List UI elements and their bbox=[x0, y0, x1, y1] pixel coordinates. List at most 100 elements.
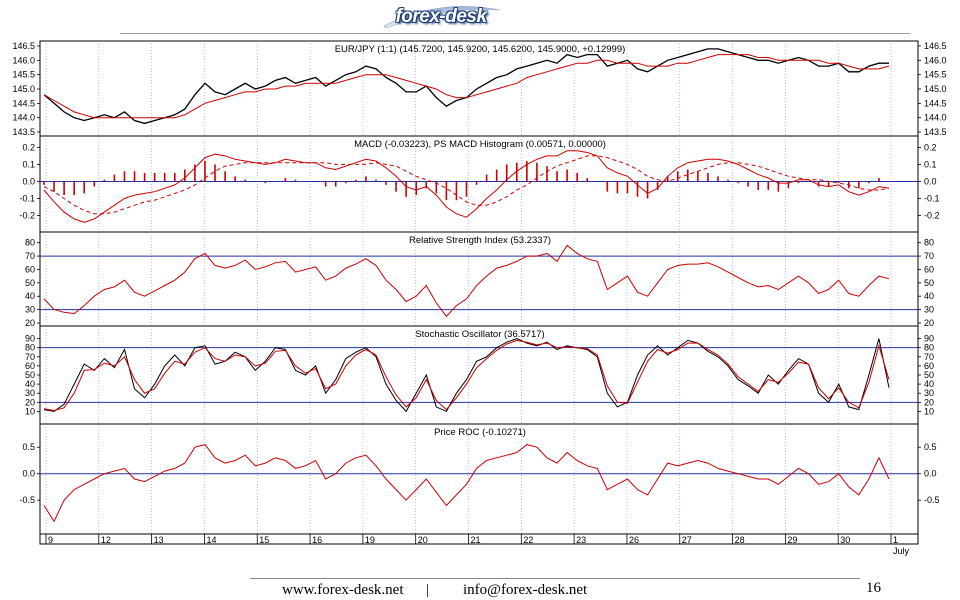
y-tick-label-left: 70 bbox=[25, 251, 35, 261]
header-divider bbox=[120, 33, 910, 34]
y-tick-label-right: -0.2 bbox=[924, 210, 940, 220]
series-line-2 bbox=[43, 339, 890, 412]
panel-5: 0.5 0.5 0.0 0.0 -0.5 -0.5 Price ROC (-0.10271) bbox=[19, 423, 940, 535]
y-tick-label-right: 145.5 bbox=[924, 70, 947, 80]
y-tick-label-right: 80 bbox=[924, 238, 934, 248]
x-axis-frame bbox=[39, 533, 919, 545]
y-tick-label-right: 146.5 bbox=[924, 41, 947, 51]
y-tick-label-right: 30 bbox=[924, 305, 934, 315]
y-tick-label-left: 80 bbox=[25, 343, 35, 353]
panel-title: Stochastic Oscillator (36.5717) bbox=[415, 329, 544, 340]
y-tick-label-right: -0.5 bbox=[924, 495, 940, 505]
series-line-2 bbox=[43, 155, 890, 215]
x-tick-label: 29 bbox=[787, 535, 797, 545]
y-tick-label-left: 30 bbox=[25, 305, 35, 315]
y-tick-label-right: 0.0 bbox=[924, 469, 937, 479]
page-number: 16 bbox=[866, 580, 881, 596]
panel-1: 146.5 146.5 146.0 146.0 145.5 145.5 145.0 145.0… bbox=[12, 40, 947, 137]
y-tick-label-left: 145.0 bbox=[12, 84, 35, 94]
y-tick-label-right: 60 bbox=[924, 264, 934, 274]
y-tick-label-right: 146.0 bbox=[924, 55, 947, 65]
series-line-1 bbox=[43, 338, 890, 413]
panel-frame bbox=[39, 423, 919, 535]
x-tick-label: 28 bbox=[735, 535, 745, 545]
x-tick-label: 21 bbox=[471, 535, 481, 545]
x-tick-label: 22 bbox=[523, 535, 533, 545]
y-tick-label-right: 145.0 bbox=[924, 84, 947, 94]
x-tick-label: 20 bbox=[418, 535, 428, 545]
y-tick-label-left: 10 bbox=[25, 406, 35, 416]
y-tick-label-left: 60 bbox=[25, 264, 35, 274]
x-tick-label: 12 bbox=[101, 535, 111, 545]
footer-email-link[interactable]: info@forex-desk.net bbox=[463, 582, 588, 598]
panel-title: MACD (-0.03223), PS MACD Histogram (0.00… bbox=[354, 139, 606, 150]
series-line-1 bbox=[43, 444, 890, 523]
logo-swoosh-icon bbox=[383, 6, 501, 29]
y-tick-label-left: -0.2 bbox=[19, 210, 35, 220]
panel-2: 0.2 0.2 0.1 0.1 0.0 0.0 -0.1 -0.1 -0.2 -0.2 MACD (… bbox=[19, 135, 940, 233]
y-tick-label-right: 50 bbox=[924, 278, 934, 288]
y-tick-label-right: 144.0 bbox=[924, 113, 947, 123]
y-tick-label-right: 143.5 bbox=[924, 127, 947, 137]
x-tick-label: 23 bbox=[576, 535, 586, 545]
y-tick-label-left: 30 bbox=[25, 388, 35, 398]
y-tick-label-left: 0.2 bbox=[22, 142, 35, 152]
y-tick-label-left: 0.0 bbox=[22, 176, 35, 186]
panel-title: Relative Strength Index (53.2337) bbox=[409, 235, 551, 246]
y-tick-label-right: 0.0 bbox=[924, 176, 937, 186]
x-tick-label: 16 bbox=[312, 535, 322, 545]
y-tick-label-right: 40 bbox=[924, 379, 934, 389]
y-tick-label-left: 146.0 bbox=[12, 55, 35, 65]
panel-frame bbox=[39, 231, 919, 327]
y-tick-label-left: 40 bbox=[25, 291, 35, 301]
y-tick-label-right: 20 bbox=[924, 318, 934, 328]
header: forex-desk bbox=[0, 0, 960, 36]
y-tick-label-right: 0.1 bbox=[924, 159, 937, 169]
forex-desk-logo[interactable]: forex-desk bbox=[378, 4, 504, 30]
technical-chart: 146.5 146.5 146.0 146.0 145.5 145.5 145.0 145.0… bbox=[12, 40, 947, 556]
y-tick-label-right: 0.2 bbox=[924, 142, 937, 152]
y-tick-label-right: 0.5 bbox=[924, 442, 937, 452]
logo-text: forex-desk bbox=[395, 6, 487, 27]
y-tick-label-left: 0.5 bbox=[22, 442, 35, 452]
y-tick-label-left: 20 bbox=[25, 318, 35, 328]
y-tick-label-right: 50 bbox=[924, 370, 934, 380]
x-tick-label: 30 bbox=[840, 535, 850, 545]
footer-divider bbox=[250, 578, 860, 579]
x-tick-label: 14 bbox=[206, 535, 216, 545]
x-tick-label: 19 bbox=[365, 535, 375, 545]
x-tick-label: 15 bbox=[259, 535, 269, 545]
y-tick-label-right: 144.5 bbox=[924, 98, 947, 108]
y-tick-label-right: 30 bbox=[924, 388, 934, 398]
series-line-1 bbox=[43, 244, 890, 318]
y-tick-label-left: 80 bbox=[25, 238, 35, 248]
y-tick-label-left: 146.5 bbox=[12, 41, 35, 51]
y-tick-label-left: 144.0 bbox=[12, 113, 35, 123]
panel-title: Price ROC (-0.10271) bbox=[434, 427, 526, 438]
chart-panels: 146.5 146.5 146.0 146.0 145.5 145.5 145.0 145.0… bbox=[12, 40, 947, 535]
y-tick-label-left: 70 bbox=[25, 352, 35, 362]
panel-frame bbox=[39, 325, 919, 425]
panel-title: EUR/JPY (1:1) (145.7200, 145.9200, 145.6… bbox=[335, 44, 626, 55]
y-tick-label-left: 50 bbox=[25, 370, 35, 380]
y-tick-label-left: 0.1 bbox=[22, 159, 35, 169]
series-line-1 bbox=[43, 150, 890, 223]
footer: www.forex-desk.net | info@forex-desk.net… bbox=[0, 576, 960, 600]
y-tick-label-right: -0.1 bbox=[924, 193, 940, 203]
x-month-label: July bbox=[893, 546, 910, 556]
x-tick-label: 13 bbox=[154, 535, 164, 545]
y-tick-label-right: 20 bbox=[924, 397, 934, 407]
panel-3: 80 80 70 70 60 60 50 50 40 40 30 30 20 20 Relative Str… bbox=[25, 231, 934, 328]
y-tick-label-right: 90 bbox=[924, 334, 934, 344]
x-tick-label: 26 bbox=[629, 535, 639, 545]
y-tick-label-left: 40 bbox=[25, 379, 35, 389]
footer-website-link[interactable]: www.forex-desk.net bbox=[282, 582, 404, 598]
y-tick-label-left: 90 bbox=[25, 334, 35, 344]
y-tick-label-left: 50 bbox=[25, 278, 35, 288]
x-tick-label: 9 bbox=[48, 535, 53, 545]
y-tick-label-left: -0.1 bbox=[19, 193, 35, 203]
y-tick-label-right: 10 bbox=[924, 406, 934, 416]
y-tick-label-left: 144.5 bbox=[12, 98, 35, 108]
